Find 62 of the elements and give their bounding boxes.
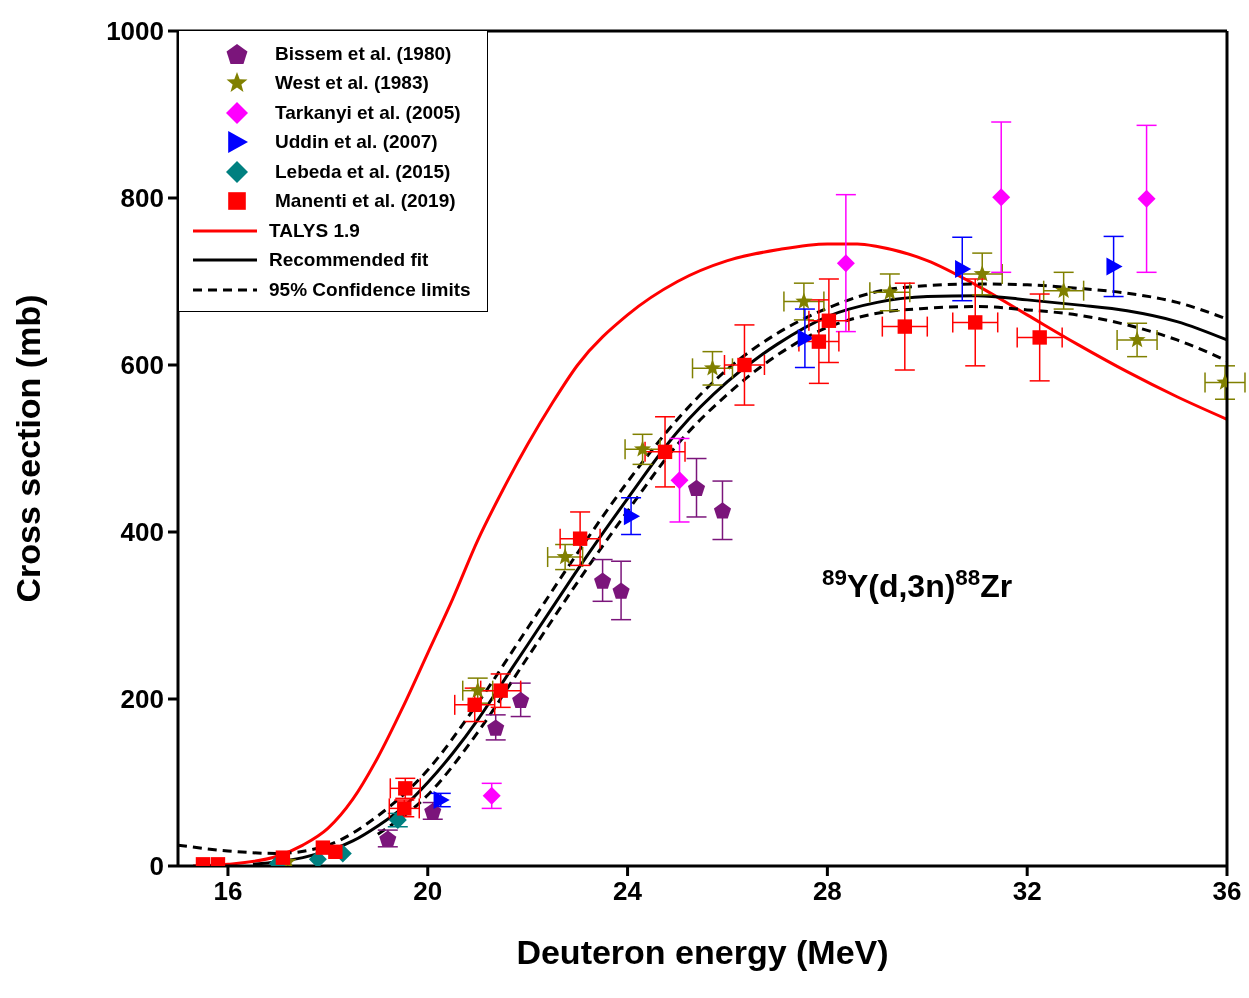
point <box>881 283 899 300</box>
annotation: $^{89}$Y(d,3n)$^{88}$Zr <box>822 564 1013 604</box>
point <box>512 691 530 709</box>
y-tick-label: 600 <box>120 350 164 381</box>
x-axis-title: Deuteron energy (MeV) <box>516 933 889 971</box>
point <box>467 697 482 713</box>
point <box>572 531 588 546</box>
point <box>398 781 413 796</box>
point <box>737 357 752 373</box>
point <box>487 719 505 736</box>
legend-label: Manenti et al. (2019) <box>275 190 456 213</box>
point <box>973 264 991 282</box>
point <box>795 292 813 309</box>
point <box>687 479 706 497</box>
x-tick-label: 36 <box>1212 876 1242 907</box>
point <box>992 188 1011 207</box>
x-tick-label: 32 <box>1012 876 1042 907</box>
point <box>657 444 673 460</box>
y-tick-label: 800 <box>120 183 164 214</box>
point <box>556 548 574 565</box>
x-tick-label: 28 <box>812 876 842 907</box>
legend-label: Lebeda et al. (2015) <box>275 160 451 183</box>
point <box>1055 281 1073 298</box>
point <box>713 502 732 519</box>
point <box>315 840 331 855</box>
point <box>469 681 487 698</box>
point <box>1032 330 1047 345</box>
point <box>1137 189 1156 208</box>
point <box>670 471 689 490</box>
y-tick-label: 0 <box>149 851 164 882</box>
legend-label: Tarkanyi et al. (2005) <box>275 101 461 124</box>
point <box>594 572 612 589</box>
point <box>703 359 722 376</box>
y-tick-label: 400 <box>120 517 164 548</box>
point <box>493 683 508 698</box>
x-tick-label: 16 <box>213 876 243 907</box>
point <box>612 582 630 599</box>
point <box>836 254 855 273</box>
point <box>955 259 972 278</box>
legend-label: Bissem et al. (1980) <box>275 42 452 65</box>
point <box>1128 330 1146 348</box>
legend-label: TALYS 1.9 <box>269 219 360 242</box>
legend-label: West et al. (1983) <box>275 72 429 95</box>
y-axis-title: Cross section (mb) <box>9 294 48 603</box>
point <box>821 313 837 328</box>
point <box>1106 257 1123 276</box>
legend-label: Recommended fit <box>269 249 429 272</box>
point <box>482 786 501 805</box>
y-tick-label: 1000 <box>106 16 164 47</box>
legend-label: 95% Confidence limits <box>269 278 471 301</box>
y-tick-label: 200 <box>120 684 164 715</box>
point <box>634 440 652 457</box>
point <box>623 507 641 526</box>
x-tick-label: 20 <box>413 876 443 907</box>
point <box>897 319 913 334</box>
point <box>968 315 983 330</box>
point <box>797 329 814 348</box>
x-tick-label: 24 <box>613 876 643 907</box>
legend-label: Uddin et al. (2007) <box>275 131 438 154</box>
point <box>275 850 291 865</box>
point <box>328 844 343 860</box>
point <box>811 334 827 349</box>
